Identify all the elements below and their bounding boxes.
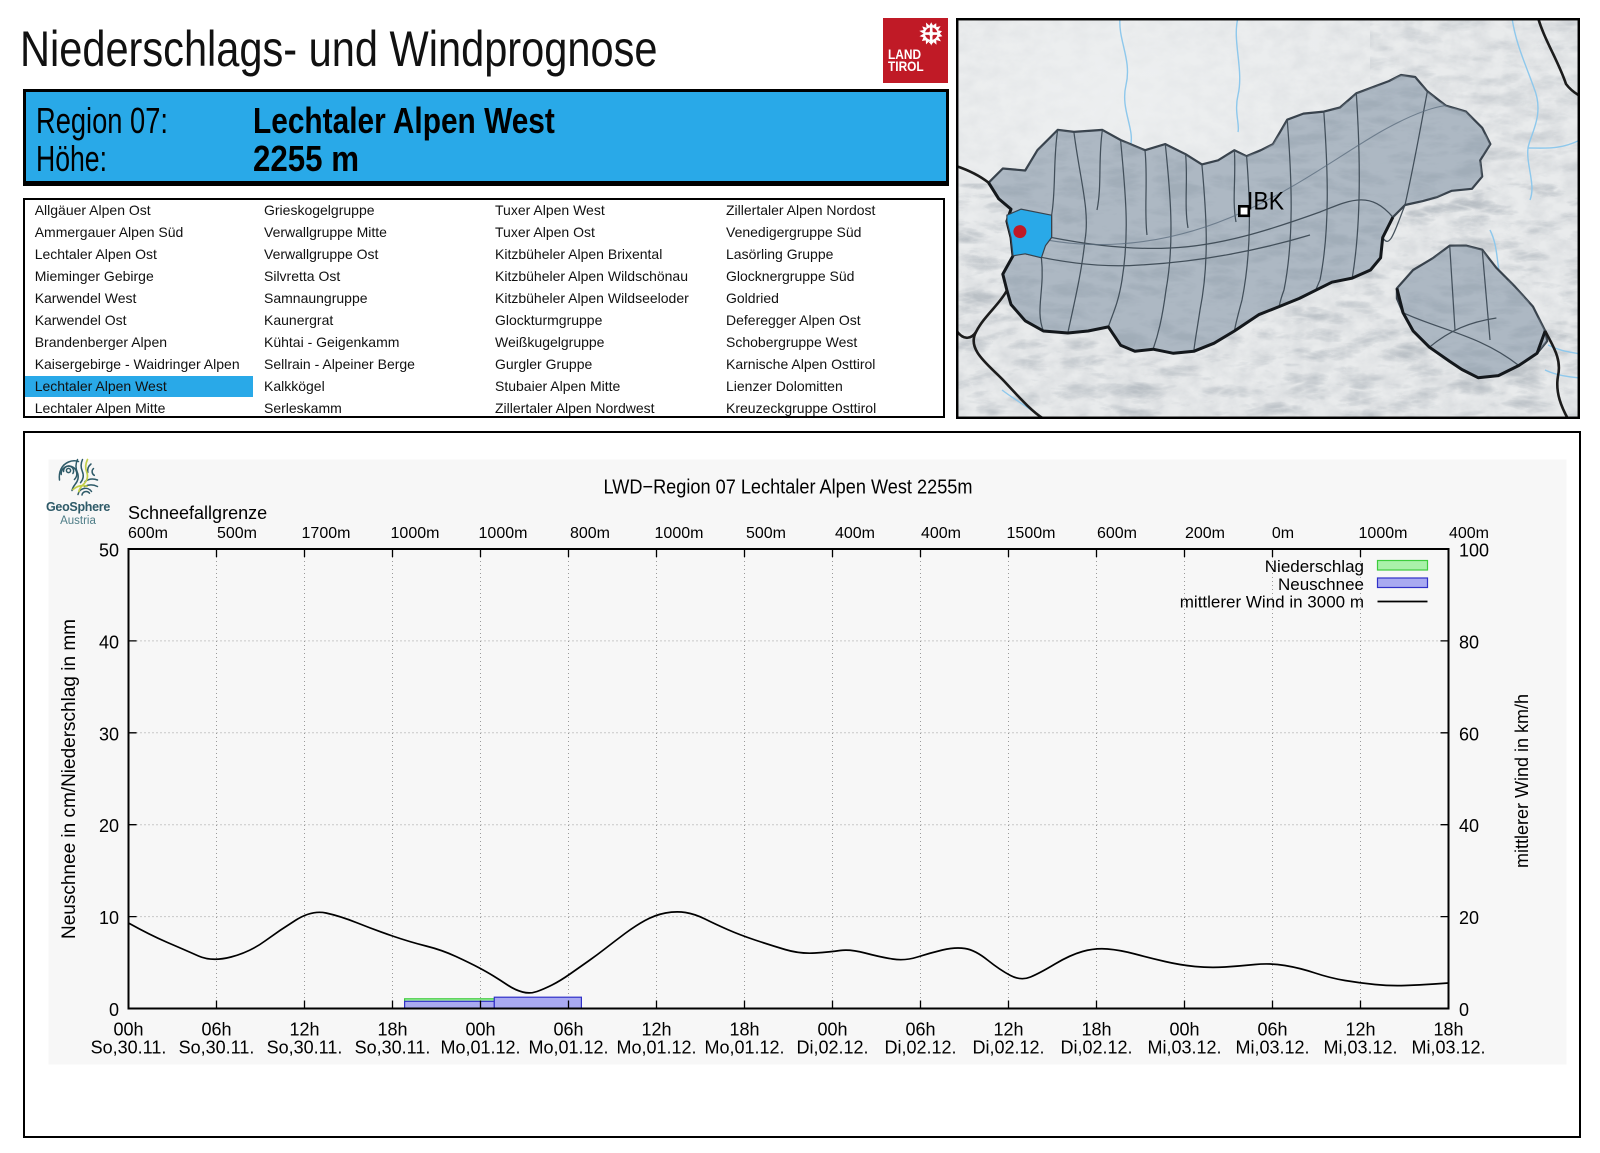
svg-text:06h: 06h	[1257, 1020, 1287, 1040]
svg-text:20: 20	[99, 816, 119, 836]
svg-text:800m: 800m	[570, 525, 610, 542]
svg-text:mittlerer Wind in 3000 m: mittlerer Wind in 3000 m	[1180, 593, 1364, 612]
svg-text:Mi,03.12.: Mi,03.12.	[1235, 1038, 1309, 1058]
svg-text:00h: 00h	[1169, 1020, 1199, 1040]
svg-text:1000m: 1000m	[1359, 525, 1408, 542]
svg-text:Di,02.12.: Di,02.12.	[796, 1038, 868, 1058]
svg-text:00h: 00h	[113, 1020, 143, 1040]
svg-text:Mo,01.12.: Mo,01.12.	[616, 1038, 696, 1058]
svg-text:So,30.11.: So,30.11.	[91, 1038, 167, 1058]
svg-text:06h: 06h	[201, 1020, 231, 1040]
svg-text:600m: 600m	[128, 525, 168, 542]
svg-text:20: 20	[1459, 908, 1479, 928]
svg-text:Niederschlag: Niederschlag	[1265, 557, 1364, 576]
svg-text:Mi,03.12.: Mi,03.12.	[1147, 1038, 1221, 1058]
svg-text:IBK: IBK	[1247, 187, 1284, 215]
svg-text:100: 100	[1459, 541, 1489, 561]
svg-text:So,30.11.: So,30.11.	[179, 1038, 255, 1058]
svg-text:00h: 00h	[465, 1020, 495, 1040]
svg-text:Di,02.12.: Di,02.12.	[884, 1038, 956, 1058]
svg-text:06h: 06h	[905, 1020, 935, 1040]
svg-text:Mi,03.12.: Mi,03.12.	[1411, 1038, 1485, 1058]
svg-text:18h: 18h	[1433, 1020, 1463, 1040]
svg-text:Di,02.12.: Di,02.12.	[1060, 1038, 1132, 1058]
svg-text:LWD−Region 07 Lechtaler Alpen: LWD−Region 07 Lechtaler Alpen West 2255m	[604, 475, 973, 498]
svg-text:GeoSphere: GeoSphere	[46, 500, 110, 514]
svg-text:50: 50	[99, 541, 119, 561]
svg-text:1000m: 1000m	[479, 525, 528, 542]
svg-text:18h: 18h	[377, 1020, 407, 1040]
svg-text:12h: 12h	[1345, 1020, 1375, 1040]
svg-text:1700m: 1700m	[302, 525, 351, 542]
svg-text:600m: 600m	[1097, 525, 1137, 542]
svg-text:So,30.11.: So,30.11.	[355, 1038, 431, 1058]
svg-text:500m: 500m	[217, 525, 257, 542]
svg-text:Mi,03.12.: Mi,03.12.	[1323, 1038, 1397, 1058]
svg-text:0m: 0m	[1272, 525, 1294, 542]
svg-text:30: 30	[99, 724, 119, 744]
svg-text:1000m: 1000m	[391, 525, 440, 542]
svg-text:60: 60	[1459, 724, 1479, 744]
svg-text:1500m: 1500m	[1007, 525, 1056, 542]
svg-text:10: 10	[99, 908, 119, 928]
svg-text:Mo,01.12.: Mo,01.12.	[528, 1038, 608, 1058]
svg-text:40: 40	[99, 632, 119, 652]
svg-text:Di,02.12.: Di,02.12.	[972, 1038, 1044, 1058]
svg-text:40: 40	[1459, 816, 1479, 836]
svg-text:Austria: Austria	[60, 515, 96, 527]
svg-text:80: 80	[1459, 632, 1479, 652]
svg-text:400m: 400m	[921, 525, 961, 542]
svg-text:200m: 200m	[1185, 525, 1225, 542]
svg-text:Mo,01.12.: Mo,01.12.	[440, 1038, 520, 1058]
svg-text:18h: 18h	[1081, 1020, 1111, 1040]
svg-text:Neuschnee in cm/Niederschlag i: Neuschnee in cm/Niederschlag in mm	[59, 619, 80, 939]
svg-text:Schneefallgrenze: Schneefallgrenze	[128, 503, 267, 523]
svg-text:400m: 400m	[1449, 525, 1489, 542]
svg-text:1000m: 1000m	[655, 525, 704, 542]
svg-text:00h: 00h	[817, 1020, 847, 1040]
svg-text:So,30.11.: So,30.11.	[267, 1038, 343, 1058]
svg-text:0: 0	[1459, 1000, 1469, 1020]
svg-text:Neuschnee: Neuschnee	[1278, 575, 1364, 594]
svg-text:500m: 500m	[746, 525, 786, 542]
svg-text:18h: 18h	[729, 1020, 759, 1040]
svg-text:Mo,01.12.: Mo,01.12.	[704, 1038, 784, 1058]
svg-text:12h: 12h	[289, 1020, 319, 1040]
svg-text:400m: 400m	[835, 525, 875, 542]
svg-text:06h: 06h	[553, 1020, 583, 1040]
svg-text:mittlerer Wind in km/h: mittlerer Wind in km/h	[1512, 694, 1532, 868]
svg-text:12h: 12h	[993, 1020, 1023, 1040]
svg-text:12h: 12h	[641, 1020, 671, 1040]
svg-text:0: 0	[109, 1000, 119, 1020]
